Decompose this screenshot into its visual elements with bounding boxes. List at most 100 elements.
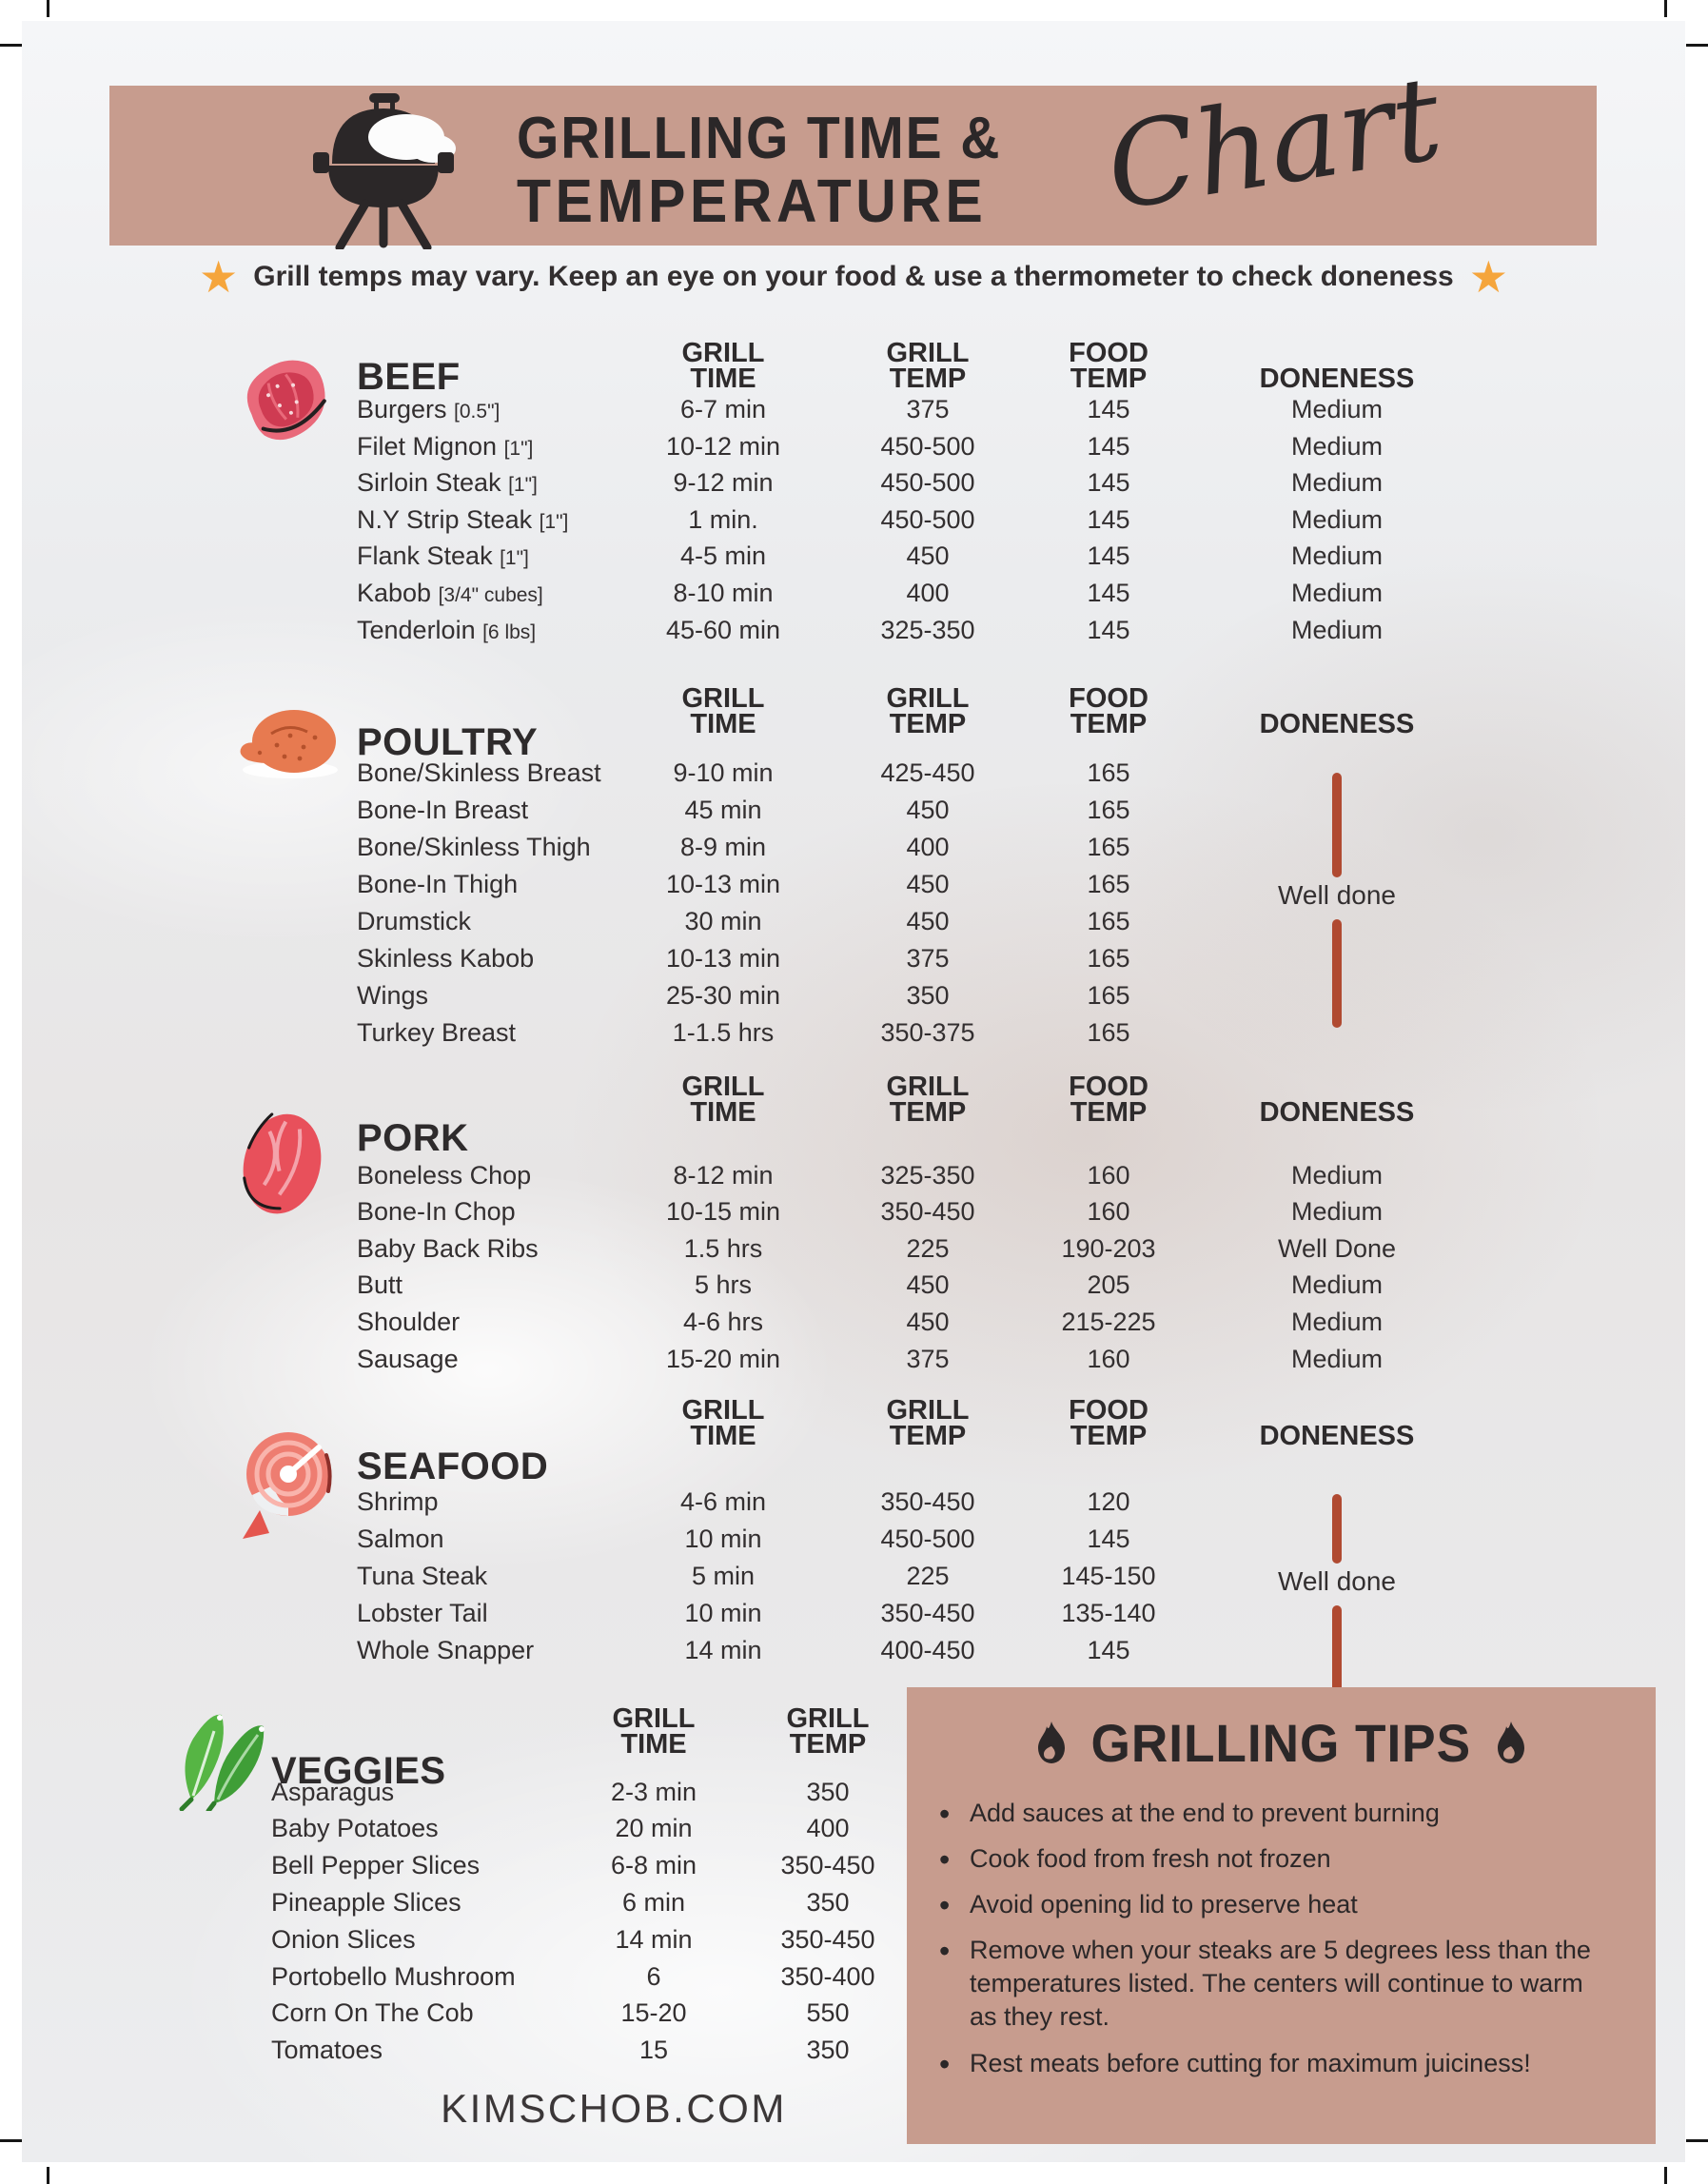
cell-value: 450-500 [880, 1524, 975, 1553]
cell-value: 20 min [615, 1814, 693, 1843]
cell-value: 14 min [615, 1924, 693, 1954]
flame-icon [1038, 1721, 1066, 1763]
cell-value: 215-225 [1061, 1307, 1156, 1336]
cell-value: 10 min [684, 1598, 762, 1627]
table-row: Burgers [0.5"] 6-7 min 375 145 Medium [22, 391, 1685, 428]
column-header: DONENESS [1259, 709, 1415, 740]
cell-value: 450-500 [880, 504, 975, 534]
table-row: Bone-In Chop 10-15 min 350-450 160 Medium [22, 1193, 1685, 1230]
food-name: Bone-In Thigh [357, 869, 519, 898]
cell-value: 1.5 hrs [683, 1233, 763, 1263]
cell-value: 8-12 min [673, 1160, 774, 1190]
page: GRILLING TIME & TEMPERATURE Chart ★ Gril… [22, 21, 1685, 2162]
cell-value: 145 [1087, 395, 1130, 423]
cell-value: 6-8 min [610, 1851, 697, 1880]
cell-value: 450 [906, 906, 950, 935]
section-title-veggies: VEGGIES [271, 1750, 446, 1792]
food-name: Flank Steak [1"] [357, 541, 529, 571]
cell-value: 450 [906, 1270, 950, 1300]
table-row: Turkey Breast 1-1.5 hrs 350-375 165 [22, 1014, 1685, 1052]
cell-value: 145 [1087, 579, 1130, 607]
section-seafood: SEAFOOD GRILL TIME GRILL TEMP FOOD TEMP DONE… [22, 21, 1685, 2162]
food-name: Onion Slices [271, 1924, 416, 1954]
food-name: Wings [357, 980, 429, 1010]
table-row: Lobster Tail 10 min 350-450 135-140 [22, 1595, 1685, 1632]
column-header: GRILL TEMP [786, 1702, 870, 1761]
cell-value: 165 [1087, 758, 1130, 787]
cell-value: 145 [1087, 504, 1130, 534]
section-veggies: VEGGIES GRILL TIME GRILL TEMP Asparagus 2-3 … [22, 21, 1685, 2162]
table-row: Tuna Steak 5 min 225 145-150 [22, 1558, 1685, 1595]
page-title-line2: TEMPERATURE [517, 167, 988, 235]
cell-value: 350-450 [880, 1598, 975, 1627]
tip-item: Avoid opening lid to preserve heat [930, 1886, 1598, 1926]
cell-value: 350 [806, 1887, 850, 1917]
cell-value: Medium [1290, 615, 1384, 644]
table-row: Shrimp 4-6 min 350-450 120 [22, 1484, 1685, 1521]
page-title-line1: GRILLING TIME & [517, 106, 1002, 171]
cell-value: 8-9 min [679, 832, 767, 861]
food-size-note: [1"] [500, 547, 529, 570]
doneness-label: Well done [1277, 1566, 1396, 1596]
cell-value: 135-140 [1061, 1598, 1156, 1627]
table-row: Baby Potatoes 20 min 400 [22, 1810, 1685, 1847]
food-name: Bone-In Chop [357, 1197, 516, 1227]
grilling-tips-list: Add sauces at the end to prevent burning… [930, 1795, 1656, 2084]
doneness-label: Well done [1277, 880, 1396, 910]
cell-value: 30 min [684, 906, 762, 935]
cell-value: 350 [906, 980, 950, 1010]
cell-value: 350 [806, 1777, 850, 1806]
section-title-beef: BEEF [357, 356, 461, 398]
cell-value: 145 [1087, 468, 1130, 498]
table-row: Boneless Chop 8-12 min 325-350 160 Medium [22, 1157, 1685, 1194]
food-name: Shoulder [357, 1307, 461, 1336]
cell-value: 350 [806, 2036, 850, 2065]
food-name: Sausage [357, 1344, 459, 1373]
seafood-icon [231, 1423, 332, 1546]
cell-value: 375 [906, 943, 950, 973]
table-row: Tenderloin [6 lbs] 45-60 min 325-350 145 Med… [22, 612, 1685, 649]
food-name: Boneless Chop [357, 1160, 532, 1190]
cell-value: 9-10 min [673, 758, 774, 787]
food-name: Bone-In Breast [357, 795, 529, 824]
food-name: Tomatoes [271, 2036, 383, 2065]
cell-value: 350-450 [880, 1486, 975, 1516]
cell-value: 350-400 [780, 1961, 875, 1991]
table-row: Wings 25-30 min 350 165 [22, 977, 1685, 1014]
cell-value: 2-3 min [610, 1777, 697, 1806]
food-size-note: [3/4" cubes] [438, 584, 543, 606]
food-name: Kabob [3/4" cubes] [357, 579, 543, 607]
food-name: Tuna Steak [357, 1561, 488, 1590]
star-icon: ★ [198, 252, 239, 302]
food-name: Sirloin Steak [1"] [357, 468, 538, 498]
cell-value: 190-203 [1061, 1233, 1156, 1263]
cell-value: 375 [906, 395, 950, 423]
cell-value: 8-10 min [673, 579, 774, 607]
cell-value: Medium [1290, 1344, 1384, 1373]
doneness-line [1332, 1605, 1342, 1706]
flame-icon [1497, 1721, 1524, 1763]
food-size-note: [1"] [503, 437, 534, 460]
doneness-line [1332, 1494, 1342, 1564]
cell-value: 165 [1087, 906, 1130, 935]
column-header: GRILL TIME [681, 682, 765, 740]
table-row: Butt 5 hrs 450 205 Medium [22, 1267, 1685, 1304]
cell-value: 145 [1087, 431, 1130, 461]
column-header: FOOD TEMP [1069, 1071, 1148, 1129]
cell-value: 5 min [691, 1561, 756, 1590]
pork-icon [231, 1099, 332, 1232]
food-name: Portobello Mushroom [271, 1961, 516, 1991]
section-title-seafood: SEAFOOD [357, 1446, 549, 1487]
tip-item: Remove when your steaks are 5 degrees le… [930, 1932, 1598, 2034]
table-row: Bone/Skinless Thigh 8-9 min 400 165 [22, 829, 1685, 866]
food-name: Butt [357, 1270, 403, 1300]
section-pork: PORK GRILL TIME GRILL TEMP FOOD TEMP DONENES… [22, 21, 1685, 2162]
column-header: GRILL TEMP [886, 337, 970, 395]
cell-value: Medium [1290, 1307, 1384, 1336]
food-name: Drumstick [357, 906, 471, 935]
table-row: Portobello Mushroom 6 350-400 [22, 1958, 1685, 1996]
food-size-note: [0.5"] [454, 401, 501, 423]
cell-value: 450-500 [880, 431, 975, 461]
food-name: Bone/Skinless Breast [357, 758, 601, 787]
cell-value: 165 [1087, 832, 1130, 861]
